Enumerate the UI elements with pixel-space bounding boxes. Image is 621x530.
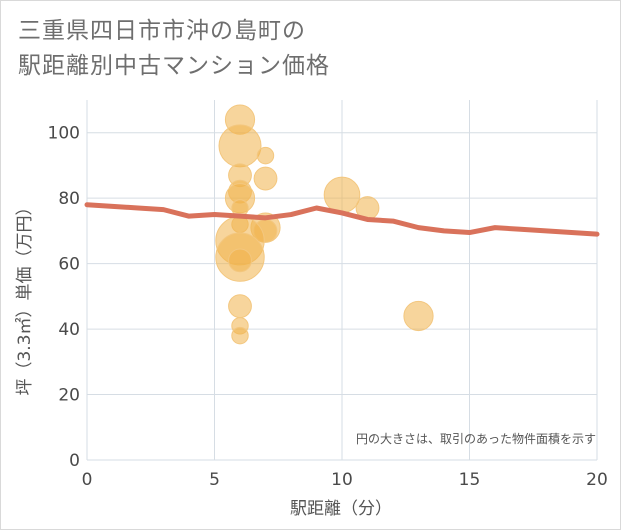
chart-title: 三重県四日市市沖の島町の 駅距離別中古マンション価格 [18, 14, 330, 84]
x-tick-label: 5 [209, 470, 220, 490]
bubble-layer [215, 104, 434, 345]
tick-layer: 0 5 10 15 20 0 20 40 60 80 100 [48, 124, 608, 490]
bubble-point [253, 166, 278, 191]
grid-layer [86, 100, 598, 461]
x-tick-label: 10 [331, 470, 353, 490]
x-tick-label: 0 [82, 470, 93, 490]
y-tick-label: 100 [48, 124, 80, 144]
y-tick-label: 40 [58, 320, 80, 340]
bubble-size-note: 円の大きさは、取引のあった物件面積を示す [356, 431, 596, 446]
y-tick-label: 20 [58, 386, 80, 406]
x-tick-label: 15 [459, 470, 481, 490]
chart-title-line-1: 三重県四日市市沖の島町の [18, 18, 306, 44]
y-axis-title: 坪（3.3㎡）単価（万円） [15, 198, 35, 395]
bubble-point [323, 176, 361, 214]
bubble-point [256, 146, 275, 165]
x-axis-title: 駅距離（分） [290, 499, 392, 519]
bubble-point [403, 300, 434, 332]
bubble-point [228, 294, 252, 319]
chart-title-line-2: 駅距離別中古マンション価格 [18, 53, 330, 79]
y-tick-label: 60 [58, 255, 80, 275]
bubble-point [231, 326, 249, 345]
bubble-point [228, 248, 252, 273]
bubble-point [218, 124, 262, 168]
y-tick-label: 0 [69, 451, 80, 471]
trend-line-layer [84, 202, 600, 237]
average-trend-line [84, 202, 600, 237]
x-tick-label: 20 [586, 470, 608, 490]
y-tick-label: 80 [58, 189, 80, 209]
